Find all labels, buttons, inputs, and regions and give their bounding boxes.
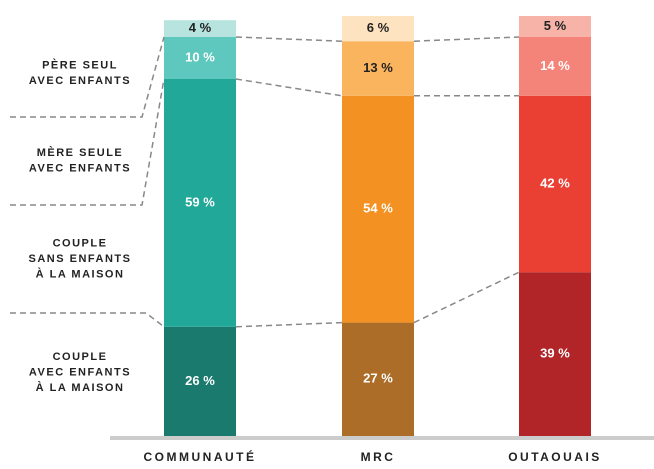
category-label: MRC <box>361 450 396 464</box>
series-label: AVEC ENFANTS <box>29 163 131 175</box>
value-label: 4 % <box>189 20 212 35</box>
label-connector <box>10 78 165 206</box>
series-label: AVEC ENFANTS <box>29 366 131 378</box>
category-label: OUTAOUAIS <box>508 450 602 464</box>
series-label: À LA MAISON <box>36 267 125 280</box>
series-label: COUPLE <box>53 237 108 249</box>
series-label: COUPLE <box>53 351 108 363</box>
value-label: 13 % <box>363 60 393 75</box>
bar-segment <box>164 79 236 327</box>
series-label: MÈRE SEULE <box>37 146 124 159</box>
bar-segment <box>342 322 414 436</box>
connector <box>413 36 520 42</box>
value-label: 54 % <box>363 201 393 216</box>
value-label: 10 % <box>185 49 215 64</box>
bar-segment <box>519 16 591 37</box>
series-label: À LA MAISON <box>36 381 125 394</box>
value-label: 5 % <box>544 18 567 33</box>
connector <box>235 36 343 42</box>
value-label: 59 % <box>185 194 215 209</box>
bar-segment <box>519 95 591 273</box>
bar-segment <box>164 326 236 436</box>
connector <box>413 271 520 324</box>
connector <box>235 321 343 328</box>
series-label: PÈRE SEUL <box>42 59 118 72</box>
bar-segment <box>342 41 414 96</box>
category-label: COMMUNAUTÉ <box>144 449 257 464</box>
bar-segment <box>342 16 414 42</box>
value-label: 42 % <box>540 175 570 190</box>
bar-segment <box>164 37 236 79</box>
value-label: 14 % <box>540 58 570 73</box>
label-connector <box>10 36 165 118</box>
series-label: AVEC ENFANTS <box>29 75 131 87</box>
value-label: 39 % <box>540 346 570 361</box>
bar-segment <box>519 37 591 96</box>
bar-segment <box>519 272 591 436</box>
connector <box>235 78 343 97</box>
value-label: 26 % <box>185 373 215 388</box>
bar-segment <box>342 95 414 323</box>
value-label: 6 % <box>367 20 390 35</box>
label-connector <box>10 312 165 328</box>
series-label: SANS ENFANTS <box>29 253 132 265</box>
value-label: 27 % <box>363 371 393 386</box>
bar-segment <box>164 20 236 37</box>
